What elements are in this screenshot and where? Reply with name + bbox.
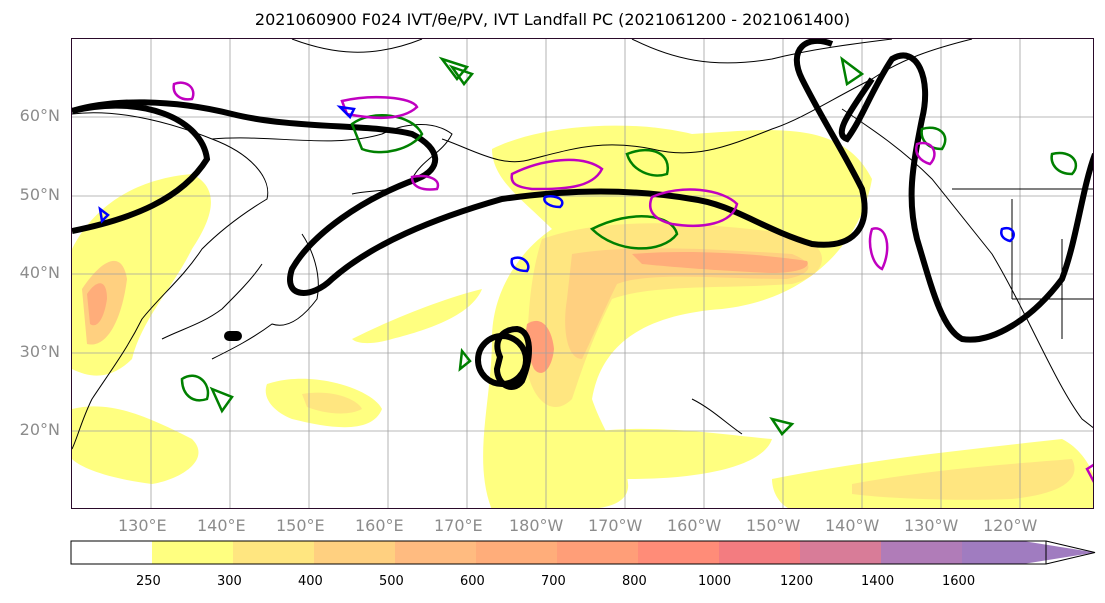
ivt-shade-ar-3 (565, 248, 809, 359)
lat-label-40n: 40°N (19, 263, 60, 282)
colorbar-tick-250: 250 (136, 574, 161, 589)
colorbar (70, 540, 1096, 565)
black-contour-west (72, 102, 211, 234)
black-contour-circle (475, 333, 529, 387)
colorbar-cell (719, 541, 800, 564)
lon-label-150w: 150°W (746, 516, 801, 535)
colorbar-cell (476, 541, 557, 564)
lon-label-160e: 160°E (355, 516, 404, 535)
colorbar-tick-700: 700 (541, 574, 566, 589)
colorbar-tick-500: 500 (379, 574, 404, 589)
colorbar-tick-800: 800 (622, 574, 647, 589)
ivt-shade-sw (72, 406, 199, 484)
colorbar-cell (233, 541, 314, 564)
magenta-contours (172, 81, 1093, 483)
colorbar-cell (638, 541, 719, 564)
ivt-shade-w (352, 289, 482, 344)
ivt-shading (72, 125, 1093, 508)
ivt-shade-ar-4 (632, 251, 808, 273)
ivt-shade-asia-max (87, 283, 107, 326)
map-panel (71, 38, 1094, 509)
ivt-shade-sc (552, 428, 772, 479)
ivt-shade-ar (483, 125, 872, 508)
black-contours (72, 39, 1093, 390)
lat-label-50n: 50°N (19, 185, 60, 204)
ivt-shade-ar-5 (525, 320, 554, 373)
island-marker (224, 331, 242, 341)
ivt-shade-east-2 (852, 459, 1075, 500)
lon-label-120w: 120°W (983, 516, 1038, 535)
black-contour-east (838, 52, 1093, 343)
colorbar-cell (71, 541, 152, 564)
black-contour-main (72, 39, 868, 296)
colorbar-cell (881, 541, 962, 564)
colorbar-tick-1600: 1600 (942, 574, 976, 589)
lon-label-170e: 170°E (434, 516, 483, 535)
colorbar-tick-300: 300 (217, 574, 242, 589)
coastlines (72, 39, 1093, 450)
lat-label-30n: 30°N (19, 342, 60, 361)
lon-label-130e: 130°E (118, 516, 167, 535)
lat-label-20n: 20°N (19, 420, 60, 439)
lon-label-160w: 160°W (667, 516, 722, 535)
lon-label-150e: 150°E (276, 516, 325, 535)
lat-label-60n: 60°N (19, 106, 60, 125)
map-svg (72, 39, 1093, 508)
colorbar-tick-1000: 1000 (698, 574, 732, 589)
colorbar-cell (800, 541, 881, 564)
colorbar-cell (557, 541, 638, 564)
map-title: 2021060900 F024 IVT/θe/PV, IVT Landfall … (254, 10, 851, 29)
lon-label-180w: 180°W (509, 516, 564, 535)
lon-label-140e: 140°E (197, 516, 246, 535)
colorbar-cell (395, 541, 476, 564)
colorbar-tick-1200: 1200 (780, 574, 814, 589)
lon-label-130w: 130°W (904, 516, 959, 535)
colorbar-cell-extend (962, 541, 1095, 564)
colorbar-tick-400: 400 (298, 574, 323, 589)
colorbar-tick-1400: 1400 (861, 574, 895, 589)
lon-label-170w: 170°W (588, 516, 643, 535)
colorbar-tick-600: 600 (460, 574, 485, 589)
green-contours (180, 56, 1078, 436)
colorbar-cell (152, 541, 233, 564)
blue-contours (98, 105, 1015, 273)
colorbar-cell (314, 541, 395, 564)
lon-label-140w: 140°W (825, 516, 880, 535)
ivt-shade-mid-core (302, 392, 362, 414)
